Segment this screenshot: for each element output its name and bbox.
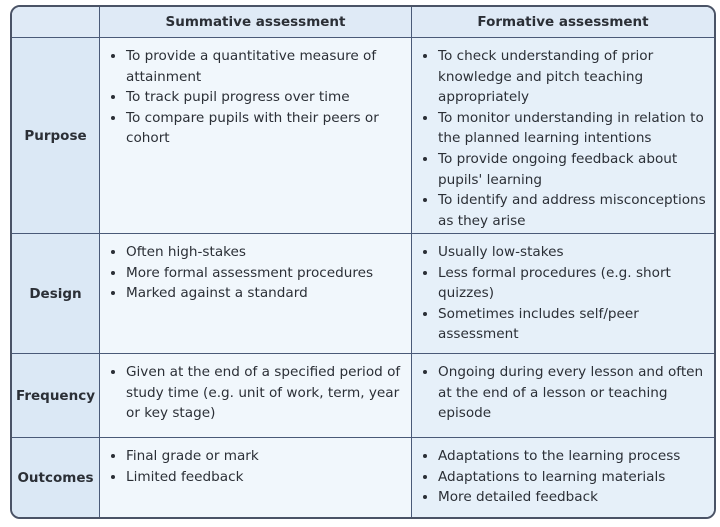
list-item: Marked against a standard <box>126 283 403 304</box>
list-item: Often high-stakes <box>126 242 403 263</box>
list-item: Usually low-stakes <box>438 242 706 263</box>
summative-cell-purpose: To provide a quantitative measure of att… <box>100 38 412 234</box>
bullet-list: Adaptations to the learning processAdapt… <box>412 438 714 508</box>
list-item: To monitor understanding in relation to … <box>438 108 706 149</box>
list-item: To identify and address misconceptions a… <box>438 190 706 231</box>
formative-header: Formative assessment <box>412 7 714 38</box>
formative-cell-outcomes: Adaptations to the learning processAdapt… <box>412 438 714 517</box>
list-item: Adaptations to the learning process <box>438 446 706 467</box>
row-header-purpose: Purpose <box>12 38 100 234</box>
row-header-frequency: Frequency <box>12 354 100 438</box>
formative-cell-design: Usually low-stakesLess formal procedures… <box>412 234 714 354</box>
list-item: To provide ongoing feedback about pupils… <box>438 149 706 190</box>
list-item: Given at the end of a specified period o… <box>126 362 403 424</box>
summative-cell-design: Often high-stakesMore formal assessment … <box>100 234 412 354</box>
assessment-comparison-table: Summative assessment Formative assessmen… <box>10 5 716 519</box>
list-item: More formal assessment procedures <box>126 263 403 284</box>
bullet-list: To check understanding of prior knowledg… <box>412 38 714 231</box>
formative-cell-purpose: To check understanding of prior knowledg… <box>412 38 714 234</box>
list-item: To provide a quantitative measure of att… <box>126 46 403 87</box>
bullet-list: To provide a quantitative measure of att… <box>100 38 411 149</box>
list-item: To track pupil progress over time <box>126 87 403 108</box>
bullet-list: Final grade or markLimited feedback <box>100 438 411 487</box>
row-header-design: Design <box>12 234 100 354</box>
list-item: Ongoing during every lesson and often at… <box>438 362 706 424</box>
row-header-outcomes: Outcomes <box>12 438 100 517</box>
list-item: To compare pupils with their peers or co… <box>126 108 403 149</box>
list-item: Adaptations to learning materials <box>438 467 706 488</box>
list-item: Limited feedback <box>126 467 403 488</box>
bullet-list: Often high-stakesMore formal assessment … <box>100 234 411 304</box>
list-item: More detailed feedback <box>438 487 706 508</box>
bullet-list: Given at the end of a specified period o… <box>100 354 411 424</box>
bullet-list: Usually low-stakesLess formal procedures… <box>412 234 714 345</box>
list-item: Less formal procedures (e.g. short quizz… <box>438 263 706 304</box>
bullet-list: Ongoing during every lesson and often at… <box>412 354 714 424</box>
list-item: To check understanding of prior knowledg… <box>438 46 706 108</box>
formative-cell-frequency: Ongoing during every lesson and often at… <box>412 354 714 438</box>
corner-header-cell <box>12 7 100 38</box>
list-item: Sometimes includes self/peer assessment <box>438 304 706 345</box>
summative-cell-frequency: Given at the end of a specified period o… <box>100 354 412 438</box>
summative-cell-outcomes: Final grade or markLimited feedback <box>100 438 412 517</box>
summative-header: Summative assessment <box>100 7 412 38</box>
list-item: Final grade or mark <box>126 446 403 467</box>
